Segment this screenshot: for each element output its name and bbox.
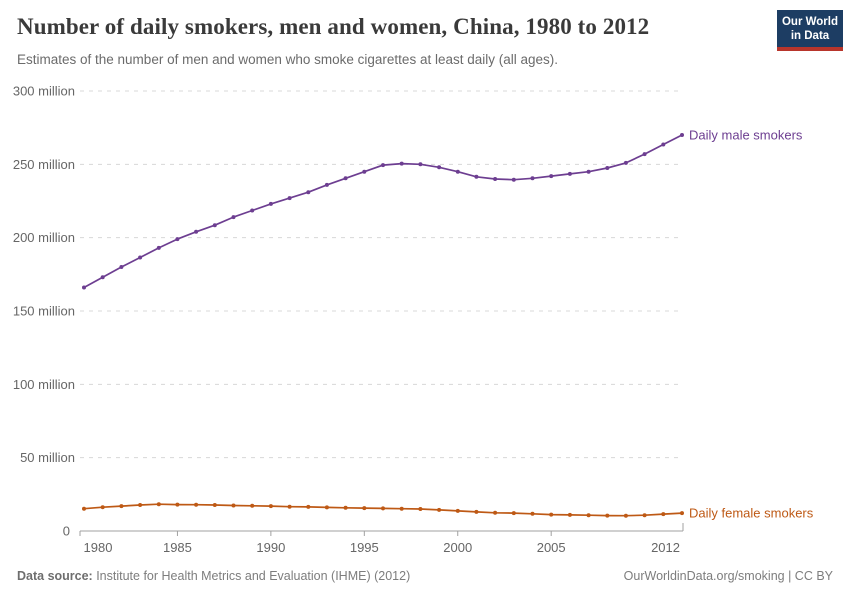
data-point-daily-female-smokers[interactable]: [399, 506, 404, 511]
x-axis-label: 1985: [163, 540, 192, 555]
data-point-daily-female-smokers[interactable]: [287, 504, 292, 509]
x-axis-label: 2012: [651, 540, 680, 555]
data-point-daily-female-smokers[interactable]: [250, 503, 255, 508]
data-point-daily-female-smokers[interactable]: [623, 513, 628, 518]
x-axis-label: 2000: [443, 540, 472, 555]
data-point-daily-female-smokers[interactable]: [343, 505, 348, 510]
x-axis-label: 1980: [84, 540, 113, 555]
line-chart: 0 50 million 100 million 150 million 200 mil…: [0, 80, 850, 560]
data-source-text: Institute for Health Metrics and Evaluat…: [92, 569, 411, 583]
data-point-daily-female-smokers[interactable]: [493, 510, 498, 515]
data-point-daily-male-smokers[interactable]: [418, 162, 423, 167]
y-axis-label: 0: [63, 524, 70, 539]
y-axis-label: 250 million: [13, 157, 75, 172]
owid-credit[interactable]: OurWorldinData.org/smoking | CC BY: [623, 569, 833, 583]
data-point-daily-female-smokers[interactable]: [231, 503, 236, 508]
y-axis-label: 50 million: [20, 450, 75, 465]
x-axis-label: 2005: [537, 540, 566, 555]
chart-header: Number of daily smokers, men and women, …: [17, 13, 755, 68]
chart-footer: Data source: Institute for Health Metric…: [17, 569, 833, 583]
data-point-daily-female-smokers[interactable]: [175, 502, 180, 507]
series-label-daily-male-smokers: Daily male smokers: [689, 128, 803, 143]
chart-subtitle: Estimates of the number of men and women…: [17, 52, 559, 67]
y-axis-label: 150 million: [13, 304, 75, 319]
page-title: Number of daily smokers, men and women, …: [17, 14, 650, 39]
data-point-daily-female-smokers[interactable]: [100, 505, 105, 510]
data-point-daily-female-smokers[interactable]: [194, 502, 199, 507]
data-point-daily-female-smokers[interactable]: [119, 504, 124, 509]
data-point-daily-female-smokers[interactable]: [511, 511, 516, 516]
data-point-daily-female-smokers[interactable]: [437, 507, 442, 512]
data-point-daily-male-smokers[interactable]: [381, 163, 385, 168]
data-point-daily-male-smokers[interactable]: [623, 160, 628, 165]
data-point-daily-male-smokers[interactable]: [642, 152, 647, 157]
data-point-daily-female-smokers[interactable]: [474, 509, 479, 514]
data-point-daily-male-smokers[interactable]: [231, 215, 236, 220]
data-source-label: Data source:: [17, 569, 93, 583]
data-point-daily-male-smokers[interactable]: [511, 177, 516, 182]
series-line-daily-male-smokers[interactable]: [83, 134, 683, 289]
data-point-daily-male-smokers[interactable]: [399, 161, 404, 166]
data-point-daily-male-smokers[interactable]: [175, 237, 180, 242]
data-point-daily-male-smokers[interactable]: [493, 177, 498, 181]
data-point-daily-female-smokers[interactable]: [586, 513, 591, 518]
data-point-daily-male-smokers[interactable]: [119, 265, 124, 269]
data-point-daily-male-smokers[interactable]: [324, 182, 329, 187]
y-axis-label: 100 million: [13, 377, 75, 392]
data-point-daily-female-smokers[interactable]: [268, 504, 273, 509]
data-point-daily-female-smokers[interactable]: [455, 508, 460, 513]
owid-logo-line1: Our World: [781, 16, 838, 28]
data-point-daily-female-smokers[interactable]: [381, 506, 385, 511]
data-point-daily-male-smokers[interactable]: [82, 285, 86, 290]
data-point-daily-female-smokers[interactable]: [530, 511, 535, 516]
data-point-daily-female-smokers[interactable]: [212, 503, 217, 507]
data-point-daily-male-smokers[interactable]: [138, 255, 143, 260]
x-axis-label: 1995: [350, 540, 379, 555]
data-point-daily-male-smokers[interactable]: [194, 229, 199, 234]
data-point-daily-male-smokers[interactable]: [212, 223, 217, 228]
line-chart-canvas: 0 50 million 100 million 150 million 200 mil…: [13, 84, 814, 556]
data-point-daily-male-smokers[interactable]: [343, 176, 348, 181]
data-point-daily-female-smokers[interactable]: [661, 512, 666, 517]
owid-logo[interactable]: Our World in Data: [777, 10, 843, 51]
data-point-daily-female-smokers[interactable]: [549, 512, 554, 517]
data-point-daily-male-smokers[interactable]: [605, 166, 610, 170]
data-point-daily-male-smokers[interactable]: [250, 208, 255, 213]
data-point-daily-male-smokers[interactable]: [306, 190, 311, 195]
series-label-daily-female-smokers: Daily female smokers: [689, 506, 814, 521]
data-point-daily-female-smokers[interactable]: [567, 512, 572, 517]
data-point-daily-male-smokers[interactable]: [100, 275, 105, 280]
data-point-daily-male-smokers[interactable]: [455, 169, 460, 174]
data-point-daily-male-smokers[interactable]: [567, 171, 572, 176]
y-axis-label: 200 million: [13, 230, 75, 245]
data-point-daily-female-smokers[interactable]: [324, 505, 329, 510]
data-point-daily-female-smokers[interactable]: [418, 507, 423, 511]
data-point-daily-male-smokers[interactable]: [287, 196, 292, 201]
data-point-daily-male-smokers[interactable]: [437, 165, 442, 170]
data-point-daily-female-smokers[interactable]: [362, 506, 367, 511]
data-point-daily-male-smokers[interactable]: [362, 169, 367, 174]
data-point-daily-male-smokers[interactable]: [474, 174, 479, 179]
data-point-daily-male-smokers[interactable]: [680, 133, 684, 137]
data-point-daily-female-smokers[interactable]: [605, 513, 610, 518]
data-point-daily-female-smokers[interactable]: [82, 506, 86, 511]
data-point-daily-female-smokers[interactable]: [642, 513, 647, 518]
data-point-daily-male-smokers[interactable]: [586, 169, 591, 174]
data-point-daily-male-smokers[interactable]: [156, 245, 161, 250]
y-axis-label: 300 million: [13, 84, 75, 99]
data-point-daily-female-smokers[interactable]: [156, 502, 161, 507]
data-source: Data source: Institute for Health Metric…: [17, 569, 410, 583]
owid-logo-line2: in Data: [790, 30, 830, 42]
x-axis-label: 1990: [256, 540, 285, 555]
data-point-daily-male-smokers[interactable]: [549, 174, 554, 179]
data-point-daily-male-smokers[interactable]: [268, 201, 273, 206]
data-point-daily-female-smokers[interactable]: [680, 511, 684, 516]
data-point-daily-female-smokers[interactable]: [306, 504, 311, 509]
data-point-daily-male-smokers[interactable]: [661, 142, 666, 147]
data-point-daily-female-smokers[interactable]: [138, 503, 143, 507]
data-point-daily-male-smokers[interactable]: [530, 176, 535, 181]
